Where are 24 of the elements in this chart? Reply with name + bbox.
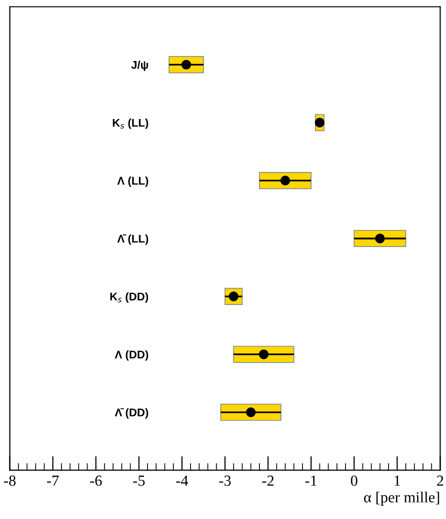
x-tick-label: 2 [437,476,444,486]
x-tick-label: -8 [4,476,16,486]
y-tick-label: K$_{s}$ (LL) [112,118,148,129]
x-tick-label: -5 [133,476,145,486]
y-tick-label: Λ (LL) [117,176,148,187]
point [280,176,290,186]
y-tick-label: Λ̄ (DD) [114,408,148,419]
x-tick-label: -2 [262,476,274,486]
y-tick-label: J/ψ [131,60,148,72]
x-tick-label: -6 [90,476,102,486]
x-axis-title: α [per mille] [364,492,440,506]
point [314,118,325,128]
x-tick-label: -3 [219,476,231,486]
y-tick-label: K$_{s}$ (DD) [110,292,148,303]
x-tick-label: -7 [47,476,59,486]
x-tick-label: 0 [350,476,358,486]
x-tick-label: -4 [176,476,188,486]
y-tick-label: Λ (DD) [114,350,148,361]
point [246,407,256,418]
x-tick-label: 1 [394,476,400,486]
x-tick-label: -1 [305,476,317,486]
y-tick-label: Λ̄ (LL) [117,234,148,245]
point [375,234,385,244]
point [258,349,269,360]
